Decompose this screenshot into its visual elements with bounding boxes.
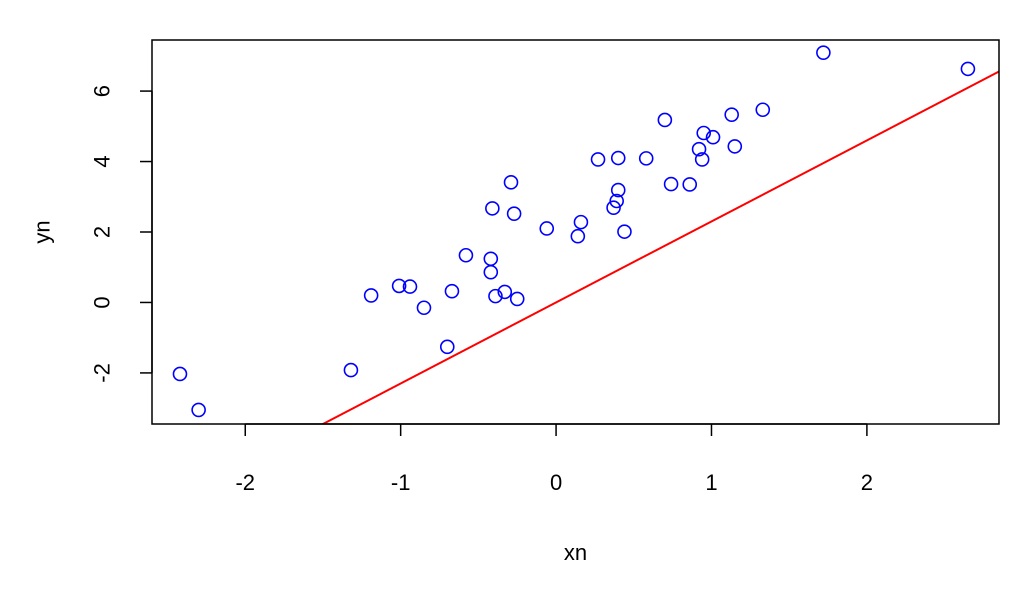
data-point — [570, 228, 586, 244]
data-point — [657, 112, 673, 128]
data-point — [573, 214, 589, 230]
data-point — [691, 141, 707, 157]
data-point — [609, 193, 624, 209]
x-tick-label: -1 — [391, 470, 411, 495]
data-point — [343, 362, 359, 378]
data-point — [539, 221, 555, 236]
data-point — [696, 125, 712, 141]
data-point — [483, 264, 499, 280]
data-point — [391, 278, 407, 294]
x-axis-label: xn — [564, 540, 587, 565]
y-tick-label: 0 — [90, 296, 115, 308]
data-point — [816, 45, 831, 60]
data-point — [663, 176, 679, 192]
y-tick-label: 4 — [90, 155, 115, 167]
data-marks — [172, 45, 999, 424]
data-point — [638, 151, 654, 166]
y-tick-label: 2 — [90, 226, 115, 238]
data-point — [506, 206, 522, 221]
y-tick-label: 6 — [90, 85, 115, 97]
data-point — [503, 175, 519, 190]
data-point — [458, 247, 474, 263]
data-point — [590, 152, 606, 167]
data-point — [191, 402, 206, 418]
data-point — [488, 288, 503, 304]
data-point — [755, 102, 771, 118]
x-tick-label: 0 — [550, 470, 562, 495]
data-point — [705, 129, 721, 145]
data-point — [439, 339, 455, 355]
data-point — [509, 291, 525, 307]
regression-line — [320, 70, 999, 424]
y-tick-label: -2 — [90, 363, 115, 383]
data-point — [610, 182, 626, 198]
data-point — [724, 107, 739, 122]
data-point — [172, 366, 188, 382]
x-axis: -2 -1 0 1 2 — [235, 423, 873, 495]
data-point — [444, 283, 460, 299]
data-point — [960, 61, 976, 77]
x-tick-label: -2 — [235, 470, 255, 495]
x-tick-label: 2 — [861, 470, 873, 495]
data-point — [416, 300, 432, 316]
data-point — [610, 150, 626, 166]
data-point — [617, 224, 632, 239]
y-axis: -2 0 2 4 6 — [90, 85, 153, 383]
data-point — [727, 139, 743, 154]
data-point — [402, 279, 418, 294]
data-point — [606, 200, 621, 215]
data-point — [497, 284, 513, 300]
y-axis-label: yn — [30, 220, 55, 243]
x-tick-label: 1 — [705, 470, 717, 495]
data-point — [694, 152, 710, 167]
data-point — [682, 177, 698, 192]
data-point — [485, 201, 500, 216]
data-point — [363, 288, 379, 303]
